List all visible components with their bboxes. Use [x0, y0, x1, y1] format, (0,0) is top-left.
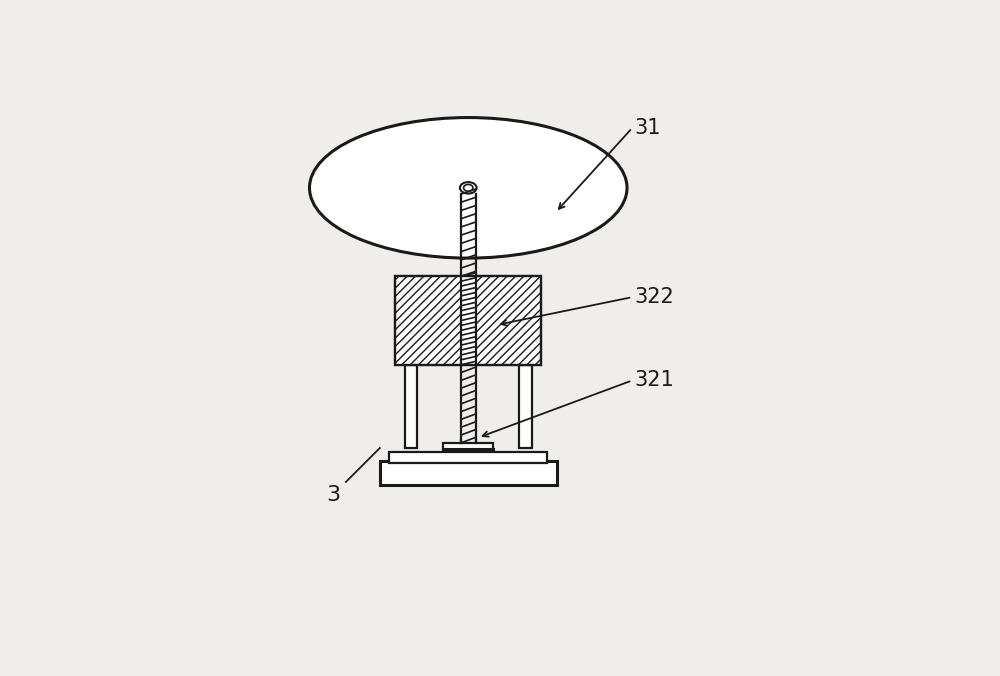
Bar — [395, 276, 541, 365]
Text: 31: 31 — [635, 118, 661, 138]
FancyBboxPatch shape — [380, 461, 557, 485]
Bar — [395, 276, 541, 365]
Bar — [405, 365, 417, 448]
Ellipse shape — [464, 185, 473, 191]
FancyBboxPatch shape — [443, 443, 493, 456]
Bar — [395, 276, 461, 365]
Ellipse shape — [460, 182, 477, 193]
Text: 3: 3 — [326, 485, 340, 505]
Bar — [389, 452, 547, 463]
Text: 321: 321 — [635, 370, 675, 391]
Bar — [476, 276, 541, 365]
Bar — [519, 365, 532, 448]
Ellipse shape — [309, 118, 627, 258]
Text: 322: 322 — [635, 287, 675, 307]
